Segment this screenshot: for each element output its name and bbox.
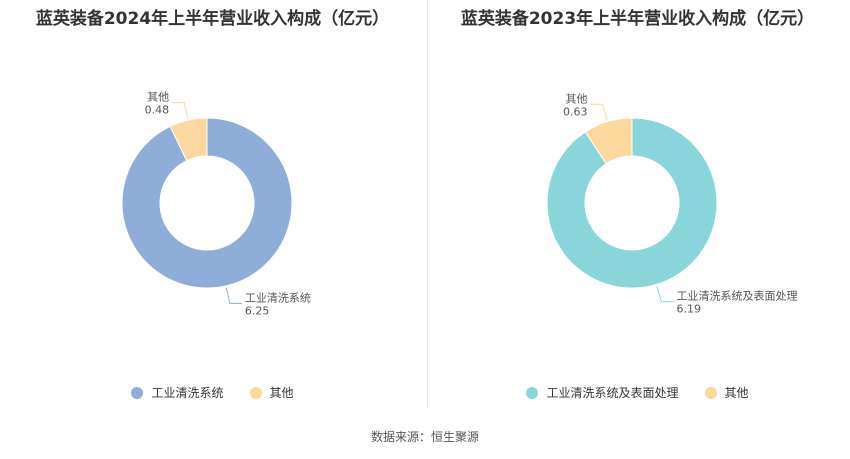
legend: 工业清洗系统 其他 xyxy=(0,384,425,401)
legend-item[interactable]: 工业清洗系统 xyxy=(131,384,224,401)
chart-title: 蓝英装备2024年上半年营业收入构成（亿元） xyxy=(35,9,390,29)
chart-title: 蓝英装备2023年上半年营业收入构成（亿元） xyxy=(460,9,815,29)
legend-label: 工业清洗系统及表面处理 xyxy=(546,386,679,400)
pie-slice[interactable] xyxy=(121,117,293,289)
slice-value-label: 0.48 xyxy=(145,104,170,117)
legend-label: 其他 xyxy=(724,386,749,400)
pie-slice[interactable] xyxy=(169,117,208,162)
leader-line xyxy=(172,102,189,119)
chart-panel-2024: 蓝英装备2024年上半年营业收入构成（亿元） 工业清洗系统 6.25 其他 0.48 … xyxy=(0,0,425,410)
panel-divider xyxy=(427,0,428,408)
slice-value-label: 0.63 xyxy=(563,105,588,118)
legend-dot-icon xyxy=(526,386,539,399)
leader-line xyxy=(656,286,674,303)
slice-value-label: 6.25 xyxy=(245,304,270,317)
slice-name-label: 其他 xyxy=(147,91,169,104)
legend-label: 其他 xyxy=(269,386,294,400)
slice-name-label: 工业清洗系统 xyxy=(245,291,311,304)
chart-panel-2023: 蓝英装备2023年上半年营业收入构成（亿元） 工业清洗系统及表面处理 6.19 其他… xyxy=(425,0,850,410)
slice-value-label: 6.19 xyxy=(676,303,701,316)
pie-slice[interactable] xyxy=(584,117,633,165)
legend: 工业清洗系统及表面处理 其他 xyxy=(425,384,850,401)
legend-dot-icon xyxy=(131,386,144,399)
slice-name-label: 工业清洗系统及表面处理 xyxy=(676,289,797,303)
legend-dot-icon xyxy=(249,386,262,399)
data-source: 数据来源：恒生聚源 xyxy=(370,430,479,444)
leader-line xyxy=(225,287,242,304)
slice-name-label: 其他 xyxy=(566,92,588,105)
legend-item[interactable]: 工业清洗系统及表面处理 xyxy=(526,384,679,401)
leader-line xyxy=(590,103,608,120)
legend-item[interactable]: 其他 xyxy=(704,384,749,401)
legend-dot-icon xyxy=(704,386,717,399)
legend-item[interactable]: 其他 xyxy=(249,384,294,401)
pie-slice[interactable] xyxy=(546,117,718,289)
legend-label: 工业清洗系统 xyxy=(151,386,224,400)
